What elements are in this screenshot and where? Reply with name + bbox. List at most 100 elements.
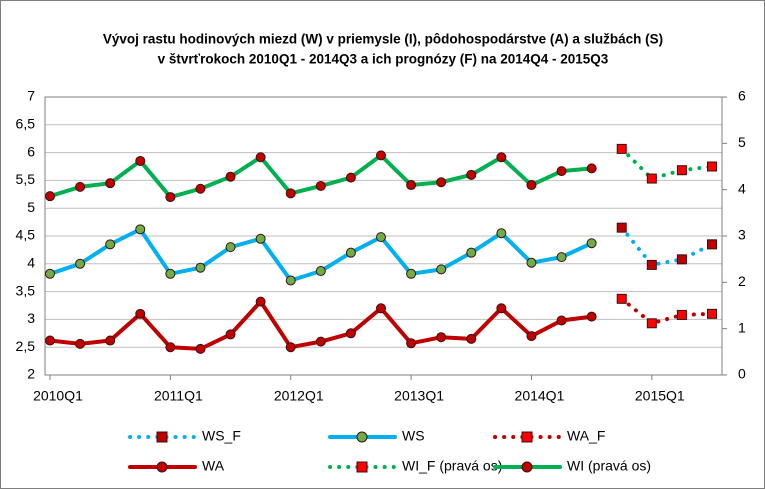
marker [496, 152, 507, 163]
legend-marker [356, 461, 368, 473]
marker [105, 178, 116, 189]
marker [255, 233, 266, 244]
legend-label: WI_F (pravá os) [402, 458, 502, 474]
marker [225, 242, 236, 253]
marker [436, 177, 447, 188]
marker [135, 155, 146, 166]
marker [586, 238, 597, 249]
marker [285, 342, 296, 353]
legend-label: WS [402, 428, 425, 444]
marker [646, 173, 657, 184]
marker [345, 247, 356, 258]
y2-tick-label: 0 [738, 366, 746, 382]
legend-marker [521, 461, 533, 473]
marker [646, 318, 657, 329]
y-tick-label: 6,5 [16, 116, 36, 132]
y-tick-label: 2 [27, 366, 35, 382]
y-tick-label: 3 [27, 310, 35, 326]
marker [466, 247, 477, 258]
marker [466, 169, 477, 180]
marker [165, 342, 176, 353]
series-line [619, 225, 714, 267]
x-tick-label: 2010Q1 [33, 388, 83, 404]
marker [195, 183, 206, 194]
legend-marker [156, 431, 168, 443]
marker [75, 181, 86, 192]
legend-label: WA [202, 458, 225, 474]
marker [707, 239, 717, 250]
marker [707, 308, 717, 319]
y2-tick-label: 5 [738, 134, 746, 150]
legend-marker [356, 431, 368, 443]
chart-title: v štvrťrokoch 2010Q1 - 2014Q3 a ich prog… [158, 52, 609, 67]
y2-tick-label: 3 [738, 227, 746, 243]
y-tick-label: 4,5 [16, 227, 36, 243]
marker [436, 264, 447, 275]
marker [315, 336, 326, 347]
y-tick-label: 7 [27, 88, 35, 104]
marker [105, 335, 116, 346]
marker [135, 308, 146, 319]
marker [406, 180, 417, 191]
marker [676, 165, 687, 176]
marker [195, 343, 206, 354]
marker [255, 152, 266, 163]
y-tick-label: 5,5 [16, 171, 36, 187]
x-tick-label: 2011Q1 [154, 388, 203, 404]
plot-border [44, 96, 723, 376]
y-tick-label: 2,5 [16, 338, 36, 354]
marker [496, 228, 507, 239]
marker [195, 262, 206, 273]
marker [556, 315, 567, 326]
marker [556, 252, 567, 263]
marker [496, 303, 507, 314]
marker [526, 331, 537, 342]
marker [345, 172, 356, 183]
marker [376, 150, 386, 161]
legend-label: WS_F [202, 428, 241, 444]
marker [466, 333, 477, 344]
marker [165, 192, 176, 203]
x-tick-label: 2013Q1 [394, 388, 444, 404]
marker [676, 254, 687, 265]
marker [586, 163, 597, 174]
chart-title: Vývoj rastu hodinových miezd (W) v priem… [103, 32, 663, 47]
marker [586, 311, 597, 322]
marker [376, 303, 386, 314]
marker [285, 275, 296, 286]
marker [45, 268, 55, 279]
y2-tick-label: 4 [738, 180, 746, 196]
marker [45, 335, 55, 346]
marker [345, 328, 356, 339]
y-tick-label: 6 [27, 143, 35, 159]
marker [676, 309, 687, 320]
marker [315, 180, 326, 191]
marker [436, 332, 447, 343]
legend-marker [156, 461, 168, 473]
marker [707, 161, 717, 172]
marker [406, 268, 417, 279]
marker [135, 224, 146, 235]
marker [225, 171, 236, 182]
legend-marker [521, 431, 533, 443]
marker [526, 180, 537, 191]
marker [616, 293, 627, 304]
y2-tick-label: 2 [738, 273, 746, 289]
marker [75, 338, 86, 349]
marker [255, 296, 266, 307]
marker [616, 143, 627, 154]
marker [315, 266, 326, 277]
marker [646, 259, 657, 270]
marker [556, 166, 567, 177]
marker [225, 329, 236, 340]
legend-label: WA_F [567, 428, 605, 444]
marker [376, 232, 386, 243]
y2-tick-label: 6 [738, 88, 746, 104]
marker [285, 188, 296, 199]
y-tick-label: 5 [27, 199, 35, 215]
y-tick-label: 4 [27, 255, 35, 271]
marker [165, 268, 176, 279]
marker [45, 191, 55, 202]
x-tick-label: 2012Q1 [274, 388, 324, 404]
